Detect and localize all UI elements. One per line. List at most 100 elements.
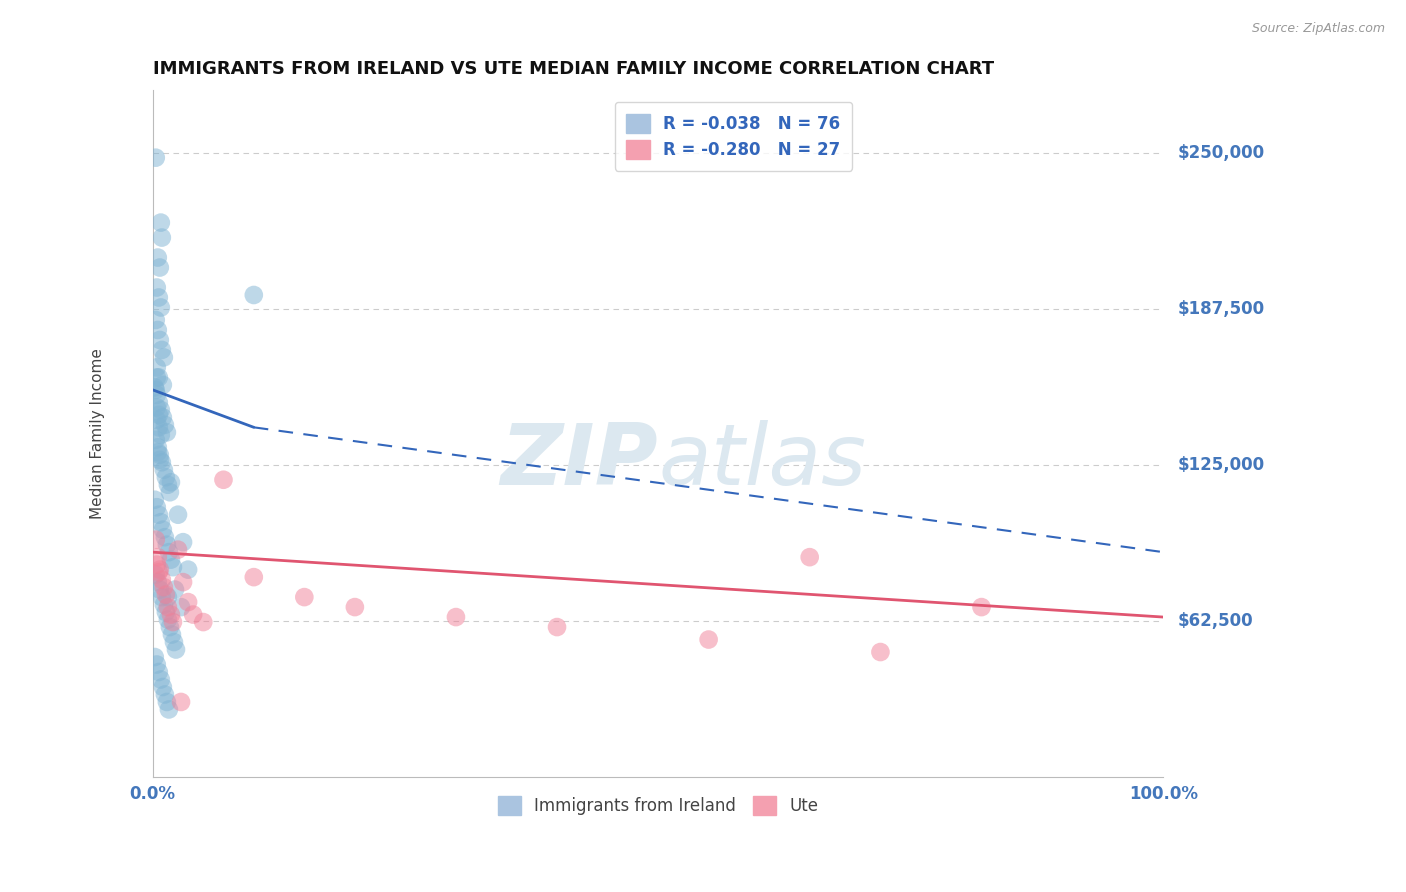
- Point: [167, 542, 190, 557]
- Point: [546, 620, 568, 634]
- Point: [152, 680, 174, 694]
- Point: [152, 410, 174, 425]
- Point: [156, 590, 179, 604]
- Point: [143, 650, 166, 665]
- Point: [146, 360, 169, 375]
- Point: [148, 665, 170, 679]
- Text: IMMIGRANTS FROM IRELAND VS UTE MEDIAN FAMILY INCOME CORRELATION CHART: IMMIGRANTS FROM IRELAND VS UTE MEDIAN FA…: [153, 60, 994, 78]
- Point: [149, 452, 172, 467]
- Point: [146, 550, 169, 565]
- Point: [146, 251, 169, 265]
- Point: [146, 500, 169, 515]
- Point: [146, 370, 169, 384]
- Point: [148, 508, 170, 522]
- Point: [170, 695, 193, 709]
- Point: [172, 575, 194, 590]
- Text: $62,500: $62,500: [1177, 612, 1253, 630]
- Legend: Immigrants from Ireland, Ute: Immigrants from Ireland, Ute: [489, 788, 827, 823]
- Point: [149, 448, 172, 462]
- Point: [155, 605, 177, 619]
- Point: [160, 607, 183, 622]
- Point: [177, 563, 200, 577]
- Point: [148, 565, 170, 579]
- Point: [149, 216, 172, 230]
- Point: [149, 582, 172, 597]
- Point: [153, 598, 176, 612]
- Point: [145, 383, 167, 397]
- Point: [160, 475, 183, 490]
- Point: [145, 567, 167, 582]
- Point: [157, 702, 180, 716]
- Point: [181, 607, 204, 622]
- Point: [162, 615, 184, 629]
- Point: [156, 538, 179, 552]
- Point: [146, 558, 169, 572]
- Text: atlas: atlas: [658, 419, 866, 502]
- Point: [148, 291, 170, 305]
- Point: [156, 477, 179, 491]
- Point: [156, 613, 179, 627]
- Point: [145, 151, 167, 165]
- Point: [869, 645, 891, 659]
- Point: [146, 413, 169, 427]
- Point: [159, 620, 181, 634]
- Text: $250,000: $250,000: [1177, 144, 1264, 161]
- Text: $125,000: $125,000: [1177, 456, 1264, 474]
- Point: [167, 508, 190, 522]
- Point: [152, 523, 174, 537]
- Point: [150, 343, 173, 357]
- Point: [153, 580, 176, 594]
- Point: [243, 288, 266, 302]
- Point: [155, 470, 177, 484]
- Text: $187,500: $187,500: [1177, 300, 1264, 318]
- Point: [143, 380, 166, 394]
- Point: [150, 230, 173, 244]
- Point: [160, 627, 183, 641]
- Text: Median Family Income: Median Family Income: [90, 348, 104, 519]
- Point: [149, 563, 172, 577]
- Text: ZIP: ZIP: [501, 419, 658, 502]
- Point: [150, 573, 173, 587]
- Point: [162, 560, 184, 574]
- Point: [156, 695, 179, 709]
- Point: [146, 401, 169, 415]
- Point: [148, 420, 170, 434]
- Point: [148, 408, 170, 422]
- Point: [149, 333, 172, 347]
- Point: [145, 433, 167, 447]
- Point: [160, 552, 183, 566]
- Point: [150, 455, 173, 469]
- Point: [146, 388, 169, 402]
- Point: [149, 402, 172, 417]
- Point: [148, 370, 170, 384]
- Point: [163, 635, 186, 649]
- Point: [156, 425, 179, 440]
- Point: [146, 445, 169, 459]
- Point: [444, 610, 467, 624]
- Point: [153, 417, 176, 432]
- Point: [165, 642, 187, 657]
- Point: [243, 570, 266, 584]
- Point: [146, 657, 169, 672]
- Point: [149, 515, 172, 529]
- Point: [172, 535, 194, 549]
- Point: [212, 473, 235, 487]
- Point: [697, 632, 720, 647]
- Point: [145, 313, 167, 327]
- Point: [170, 600, 193, 615]
- Text: Source: ZipAtlas.com: Source: ZipAtlas.com: [1251, 22, 1385, 36]
- Point: [193, 615, 215, 629]
- Point: [152, 377, 174, 392]
- Point: [146, 575, 169, 590]
- Point: [146, 280, 169, 294]
- Point: [155, 588, 177, 602]
- Point: [153, 688, 176, 702]
- Point: [153, 530, 176, 544]
- Point: [146, 323, 169, 337]
- Point: [177, 595, 200, 609]
- Point: [970, 600, 993, 615]
- Point: [159, 485, 181, 500]
- Point: [149, 260, 172, 275]
- Point: [150, 590, 173, 604]
- Point: [149, 673, 172, 687]
